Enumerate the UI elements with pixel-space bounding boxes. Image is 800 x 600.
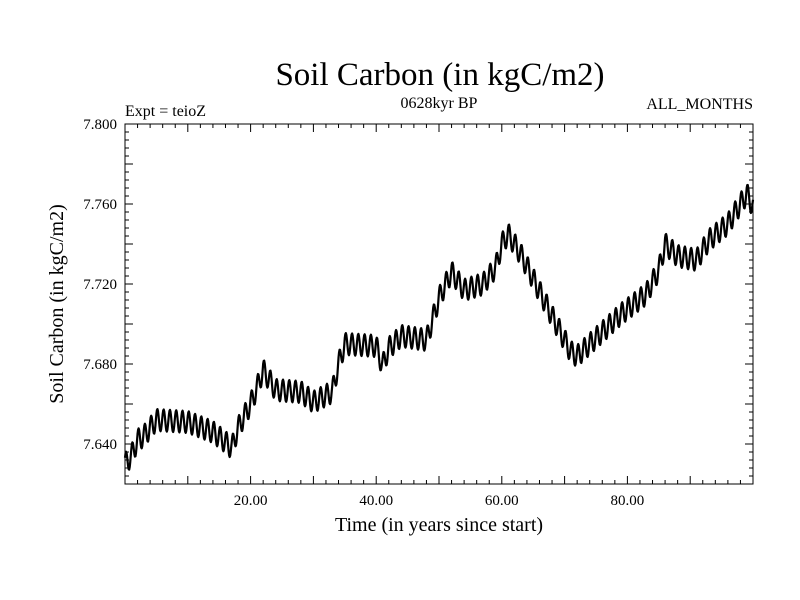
x-tick-label: 60.00 [485, 493, 519, 509]
y-tick-label: 7.800 [83, 117, 117, 133]
y-axis-label: Soil Carbon (in kgC/m2) [46, 204, 68, 403]
y-tick-label: 7.640 [83, 437, 117, 453]
axis-ticks [124, 123, 754, 485]
tick-labels: 20.00 40.00 60.00 80.00 7.640 7.680 7.720 7.760… [83, 117, 644, 509]
experiment-label: Expt = teioZ [125, 103, 206, 120]
y-tick-label: 7.680 [83, 357, 117, 373]
period-label: 0628kyr BP [401, 95, 478, 112]
y-tick-label: 7.720 [83, 277, 117, 293]
y-tick-label: 7.760 [83, 197, 117, 213]
x-axis-label: Time (in years since start) [335, 514, 543, 536]
x-tick-label: 40.00 [359, 493, 393, 509]
months-label: ALL_MONTHS [646, 96, 753, 113]
chart-title: Soil Carbon (in kgC/m2) [275, 57, 604, 93]
series-line-soil-carbon [123, 183, 755, 471]
x-tick-label: 20.00 [234, 493, 268, 509]
x-tick-label: 80.00 [611, 493, 645, 509]
